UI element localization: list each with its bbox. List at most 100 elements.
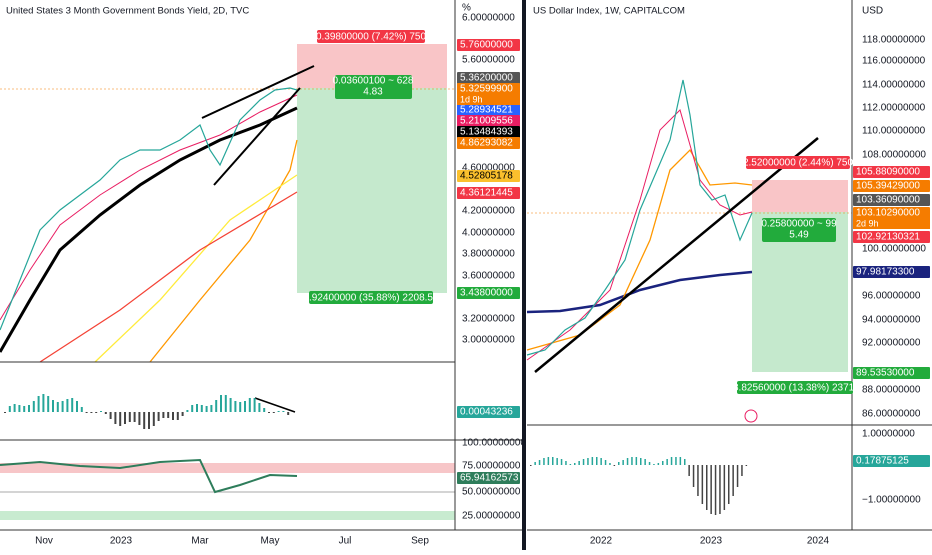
histogram-bar bbox=[8, 406, 11, 412]
axis-label: 4.00000000 bbox=[462, 228, 515, 239]
histogram-bar bbox=[100, 411, 102, 412]
histogram-bar bbox=[23, 406, 26, 412]
histogram-bar bbox=[609, 463, 611, 465]
ma-line bbox=[149, 139, 298, 363]
price-tag-text: 0.00043236 bbox=[460, 407, 513, 418]
trend-line bbox=[534, 137, 819, 373]
histogram-bar bbox=[706, 465, 708, 510]
histogram-bar bbox=[47, 396, 50, 412]
price-tag bbox=[853, 266, 930, 278]
histogram-bar bbox=[644, 459, 646, 465]
histogram-bar bbox=[176, 412, 179, 420]
price-tag bbox=[457, 170, 520, 182]
price-tag bbox=[853, 231, 930, 243]
histogram-bar bbox=[745, 465, 748, 466]
price-tag bbox=[853, 180, 930, 192]
histogram-bar bbox=[587, 458, 589, 465]
stop-zone bbox=[297, 88, 447, 293]
ma-line bbox=[526, 148, 753, 351]
histogram-bar bbox=[71, 398, 74, 412]
histogram-bar bbox=[591, 457, 594, 465]
histogram-bar bbox=[679, 457, 682, 465]
histogram-bar bbox=[205, 406, 208, 412]
histogram-bar bbox=[626, 458, 629, 465]
histogram-bar bbox=[666, 459, 668, 465]
price-tag-text: 105.39429000 bbox=[856, 181, 920, 192]
axis-label: 100.00000000 bbox=[862, 244, 926, 255]
histogram-bar bbox=[560, 459, 563, 465]
histogram-bar bbox=[85, 412, 88, 413]
histogram-bar bbox=[741, 465, 743, 476]
histogram-bar bbox=[66, 399, 69, 412]
histogram-bar bbox=[635, 457, 638, 465]
axis-label: 4.20000000 bbox=[462, 206, 515, 217]
histogram-bar bbox=[547, 457, 550, 465]
countdown: 1d 9h bbox=[460, 94, 483, 104]
price-tag bbox=[457, 104, 520, 116]
stats-text: 4.83 bbox=[363, 87, 383, 98]
histogram-bar bbox=[263, 408, 266, 412]
histogram-bar bbox=[13, 404, 16, 412]
histogram-bar bbox=[565, 461, 567, 465]
histogram-bar bbox=[648, 462, 651, 465]
histogram-bar bbox=[191, 405, 194, 412]
time-label: Sep bbox=[411, 536, 429, 547]
event-icon bbox=[744, 409, 758, 423]
ma-line bbox=[39, 191, 298, 363]
stats-text: 0.03600100 ~ 628 bbox=[333, 76, 414, 87]
price-tag-text: 4.36121445 bbox=[460, 188, 513, 199]
price-tag-text: 103.10290000 bbox=[856, 208, 920, 219]
histogram-bar bbox=[224, 395, 227, 412]
price-tag bbox=[853, 367, 930, 379]
histogram-bar bbox=[287, 412, 290, 415]
histogram-bar bbox=[138, 412, 141, 425]
histogram-bar bbox=[215, 400, 218, 412]
histogram-bar bbox=[162, 412, 165, 418]
price-line bbox=[526, 79, 753, 356]
price-tag-text: 4.52805178 bbox=[460, 171, 513, 182]
stop-label-text: 1.92400000 (35.88%) 2208.54 bbox=[303, 293, 439, 304]
axis-unit: USD bbox=[862, 6, 883, 17]
price-tag-text: 105.88090000 bbox=[856, 167, 920, 178]
histogram-bar bbox=[186, 410, 189, 412]
chart-title: US Dollar Index, 1W, CAPITALCOM bbox=[533, 6, 685, 17]
axis-label: 110.00000000 bbox=[862, 126, 926, 137]
target-label-text: 0.39800000 (7.42%) 750 bbox=[316, 32, 427, 43]
axis-label: 75.00000000 bbox=[462, 461, 521, 472]
time-label: 2023 bbox=[700, 536, 723, 547]
histogram-bar bbox=[714, 465, 717, 515]
histogram-bar bbox=[582, 459, 585, 465]
histogram-bar bbox=[124, 412, 126, 424]
price-tag bbox=[457, 83, 520, 95]
histogram-bar bbox=[104, 412, 107, 414]
histogram-bar bbox=[688, 465, 690, 476]
price-tag-text: 5.28934521 bbox=[460, 105, 513, 116]
histogram-bar bbox=[728, 465, 730, 504]
histogram-bar bbox=[80, 407, 83, 412]
histogram-bar bbox=[600, 458, 602, 465]
histogram-bar bbox=[148, 412, 150, 429]
histogram-bar bbox=[657, 463, 660, 465]
histogram-bar bbox=[732, 465, 734, 496]
histogram-bar bbox=[109, 412, 112, 419]
axis-label: 116.00000000 bbox=[862, 56, 926, 67]
price-tag bbox=[457, 115, 520, 127]
price-tag-text: 97.98173300 bbox=[856, 267, 915, 278]
price-tag-text: 5.36200000 bbox=[460, 73, 513, 84]
histogram-bar bbox=[95, 412, 98, 413]
histogram-bar bbox=[28, 405, 30, 412]
wedge-line bbox=[201, 65, 315, 119]
histogram-bar bbox=[143, 412, 146, 429]
histogram-bar bbox=[574, 463, 576, 465]
price-tag-text: 102.92130321 bbox=[856, 232, 920, 243]
histogram-bar bbox=[76, 401, 78, 412]
histogram-bar bbox=[710, 465, 712, 514]
axis-label: 88.00000000 bbox=[862, 385, 921, 396]
histogram-bar bbox=[114, 412, 117, 424]
price-tag bbox=[457, 126, 520, 138]
axis-label: 100.00000000 bbox=[462, 438, 526, 449]
price-tag bbox=[457, 137, 520, 149]
axis-label: 3.60000000 bbox=[462, 271, 515, 282]
